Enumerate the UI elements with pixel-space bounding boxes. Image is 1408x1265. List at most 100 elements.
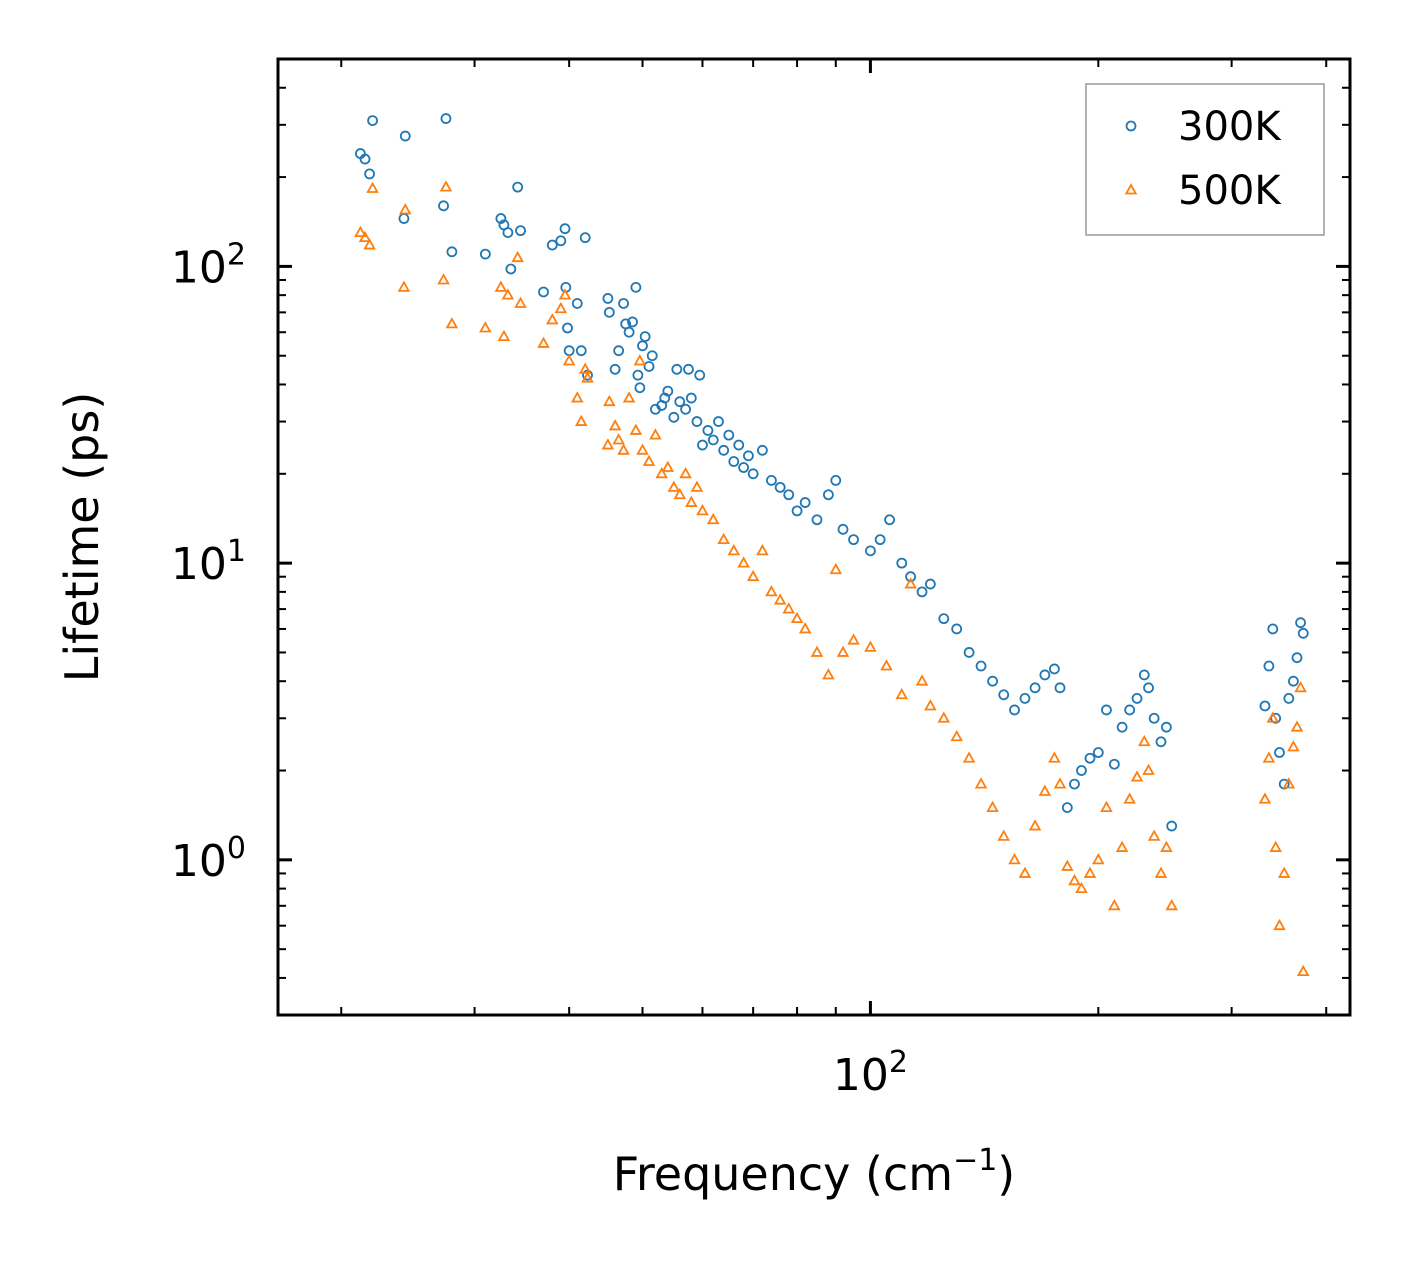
- data-point: [608, 419, 622, 431]
- data-point: [497, 329, 511, 341]
- data-point: [697, 439, 708, 451]
- data-point: [1028, 819, 1042, 831]
- data-point: [1069, 778, 1080, 790]
- data-point: [1018, 866, 1032, 878]
- data-point: [975, 660, 987, 672]
- data-point: [618, 298, 629, 309]
- data-point: [757, 444, 768, 456]
- data-point: [622, 391, 636, 403]
- data-point: [1048, 751, 1061, 763]
- data-point: [555, 235, 567, 247]
- data-point: [848, 534, 859, 546]
- data-point: [1142, 763, 1155, 775]
- data-point: [437, 273, 450, 285]
- data-point: [1258, 792, 1272, 804]
- data-point: [874, 534, 886, 546]
- data-point: [358, 230, 372, 243]
- data-point: [915, 674, 929, 686]
- data-point: [673, 487, 687, 500]
- data-point: [1019, 693, 1031, 704]
- data-point: [974, 777, 988, 789]
- data-point: [798, 622, 812, 634]
- data-point: [1138, 669, 1150, 681]
- data-point: [639, 331, 651, 342]
- data-point: [1061, 859, 1074, 871]
- data-point: [1038, 784, 1052, 796]
- data-point: [581, 371, 594, 383]
- data-point: [636, 443, 649, 455]
- data-point: [1165, 898, 1178, 911]
- data-point: [1269, 840, 1282, 852]
- data-point: [1131, 693, 1143, 704]
- data-point: [578, 362, 592, 374]
- data-point: [1075, 881, 1088, 894]
- data-point: [1160, 721, 1172, 733]
- legend-label: 300K: [1178, 104, 1282, 150]
- data-point: [737, 556, 750, 568]
- data-point: [399, 130, 411, 142]
- data-point: [1123, 792, 1136, 804]
- data-point: [655, 466, 668, 479]
- data-points: [354, 113, 1310, 977]
- data-point: [691, 416, 703, 427]
- data-point: [662, 385, 674, 397]
- data-point: [924, 578, 936, 590]
- data-point: [613, 345, 625, 357]
- data-point: [511, 250, 524, 263]
- data-point: [904, 577, 917, 589]
- data-point: [924, 699, 937, 711]
- data-point: [1166, 820, 1178, 832]
- data-point: [1116, 721, 1128, 733]
- data-point: [1130, 770, 1144, 782]
- data-point: [963, 647, 975, 658]
- data-point: [717, 532, 730, 545]
- data-point: [847, 633, 860, 645]
- data-point: [962, 751, 976, 763]
- data-point: [702, 425, 714, 436]
- data-point: [1287, 740, 1300, 752]
- data-point: [438, 200, 449, 212]
- data-point: [683, 363, 694, 375]
- data-point: [603, 394, 616, 407]
- data-point: [479, 321, 492, 333]
- legend-marker: [1125, 120, 1137, 132]
- data-point: [546, 313, 559, 325]
- x-tick-label: 102: [833, 1045, 908, 1101]
- data-point: [756, 543, 769, 556]
- legend-box: [1085, 83, 1325, 236]
- data-point: [609, 363, 621, 375]
- x-axis-label: Frequency (cm−1): [613, 1143, 1016, 1201]
- data-point: [733, 439, 745, 451]
- data-point: [1274, 747, 1285, 758]
- data-point: [630, 281, 642, 293]
- data-point: [1270, 712, 1282, 724]
- data-point: [1101, 704, 1112, 716]
- data-point: [1147, 829, 1161, 841]
- data-point: [773, 593, 787, 605]
- data-point: [1297, 627, 1309, 639]
- data-point: [1100, 800, 1113, 812]
- data-point: [1009, 704, 1020, 716]
- data-point: [634, 382, 646, 394]
- data-point: [1262, 751, 1276, 763]
- data-point: [668, 411, 680, 423]
- data-point: [782, 602, 796, 614]
- data-point: [1029, 682, 1041, 694]
- data-point: [1266, 711, 1280, 723]
- data-point: [1267, 623, 1279, 635]
- data-point: [612, 433, 625, 445]
- legend-marker: [1124, 183, 1138, 195]
- data-point: [774, 481, 786, 493]
- data-point: [515, 225, 526, 237]
- data-point: [938, 613, 950, 625]
- data-point: [603, 306, 615, 318]
- data-point: [864, 640, 877, 652]
- data-point: [359, 153, 371, 165]
- y-tick-label: 101: [171, 534, 246, 590]
- data-point: [706, 512, 720, 525]
- legend-label: 500K: [1178, 168, 1282, 214]
- data-point: [440, 113, 452, 124]
- data-point: [1084, 752, 1096, 764]
- data-point: [865, 545, 876, 557]
- data-point: [649, 428, 662, 440]
